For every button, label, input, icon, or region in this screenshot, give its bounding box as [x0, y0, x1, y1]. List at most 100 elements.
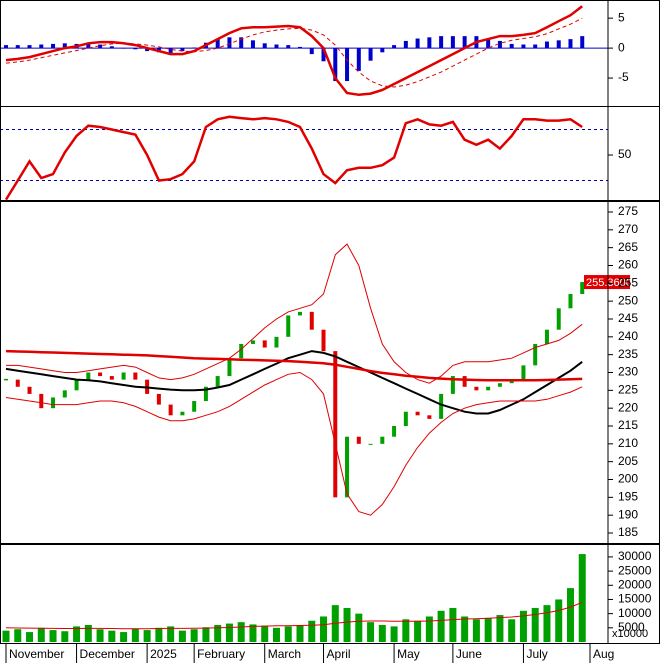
y-tick-label: 215 [618, 418, 638, 432]
y-tick-label: 190 [618, 507, 638, 521]
series-line [5, 350, 583, 415]
histogram-bar [215, 39, 220, 49]
y-tick-label: 220 [618, 400, 638, 414]
volume-bar [214, 624, 222, 642]
y-tick-label: 265 [618, 240, 638, 254]
y-tick-label: 210 [618, 436, 638, 450]
candle [203, 386, 208, 402]
candle [298, 311, 302, 316]
volume-bar [566, 588, 574, 642]
volume-bar [155, 627, 163, 642]
histogram-bar [415, 38, 420, 49]
candle [62, 390, 67, 398]
y-tick-label: 20000 [618, 577, 652, 591]
x-tick-label: Aug [593, 647, 614, 661]
candle [168, 404, 173, 416]
candle [51, 397, 56, 409]
histogram-bar [98, 44, 103, 49]
volume-bar [49, 630, 57, 642]
volume-bar [108, 630, 116, 642]
volume-bar [378, 624, 386, 642]
y-tick-label: 245 [618, 311, 638, 325]
candle [521, 365, 526, 380]
histogram-bar [250, 40, 255, 49]
x-tick-label: May [397, 647, 420, 661]
candle [86, 372, 91, 380]
candle [486, 386, 491, 391]
x-tick-label: March [268, 647, 301, 661]
candle [27, 386, 32, 394]
histogram-bar [298, 46, 302, 49]
volume-bar [26, 632, 34, 642]
candle [39, 393, 44, 409]
volume-bar [461, 616, 469, 642]
y-tick-label: 5000 [618, 620, 645, 634]
y-tick-label: 225 [618, 383, 638, 397]
histogram-bar [27, 45, 32, 49]
volume-bar [472, 619, 480, 642]
x-tick-label: February [197, 647, 245, 661]
series-line [5, 349, 583, 382]
candle [345, 436, 350, 498]
volume-bar [61, 631, 69, 642]
volume-bar [402, 619, 410, 642]
x-tick-label: July [526, 647, 547, 661]
volume-bar [425, 616, 433, 642]
candle [544, 329, 549, 344]
histogram-bar [145, 48, 150, 52]
series-line [4, 115, 583, 201]
candle [415, 411, 420, 416]
volume-bar [367, 622, 375, 642]
y-tick-label: 230 [618, 365, 638, 379]
volume-bar [284, 626, 292, 642]
candle [439, 393, 444, 419]
candle [192, 401, 197, 412]
histogram-bar [286, 45, 291, 49]
volume-bar [296, 624, 304, 642]
volume-bar [120, 632, 128, 642]
series-line [5, 5, 583, 97]
y-tick-label: 0 [618, 40, 625, 54]
y-tick-label: 250 [618, 293, 638, 307]
volume-bar [320, 616, 328, 642]
histogram-bar [568, 39, 573, 49]
histogram-bar [544, 41, 549, 49]
unit-box [609, 627, 659, 639]
histogram-bar [427, 37, 432, 49]
volume-bar [131, 628, 139, 642]
histogram-bar [262, 43, 267, 49]
x-tick-label: April [327, 647, 351, 661]
candle [580, 282, 585, 295]
volume-bar [249, 624, 257, 642]
histogram-bar [227, 37, 232, 49]
candle [333, 351, 338, 498]
candle [556, 308, 561, 330]
price-tag [584, 275, 630, 290]
x-tick-label: November [9, 647, 64, 661]
y-tick-label: 270 [618, 222, 638, 236]
volume-bar [508, 619, 516, 642]
x-tick-label: June [456, 647, 482, 661]
candle [215, 376, 220, 387]
histogram-bar [356, 48, 361, 71]
histogram-bar [345, 48, 350, 82]
y-tick-label: 275 [618, 204, 638, 218]
y-tick-label: 30000 [618, 549, 652, 563]
y-tick-label: 50 [618, 147, 632, 161]
histogram-bar [39, 44, 44, 49]
y-tick-label: -5 [618, 70, 629, 84]
candle [227, 358, 232, 377]
volume-bar [190, 629, 198, 642]
histogram-bar [450, 36, 455, 49]
histogram-bar [109, 46, 114, 49]
y-tick-label: 185 [618, 525, 638, 539]
candle [474, 386, 479, 391]
candle [392, 426, 397, 437]
histogram-bar [133, 48, 138, 50]
volume-bar [437, 610, 445, 642]
x-tick-label: December [80, 647, 135, 661]
volume-bar [519, 610, 527, 642]
histogram-bar [403, 40, 408, 49]
volume-bar [225, 623, 233, 642]
